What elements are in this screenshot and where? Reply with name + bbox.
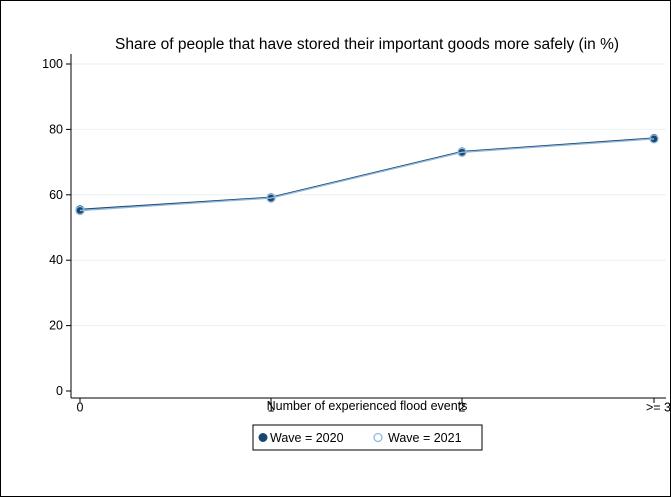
x-tick-label: 1 xyxy=(268,401,275,415)
x-axis-label: Number of experienced flood events xyxy=(267,399,468,413)
y-tick-label: 80 xyxy=(49,122,63,136)
legend-marker-wave-2020 xyxy=(258,433,268,442)
series-wave-2021-point xyxy=(75,205,85,216)
series-wave-2021-point xyxy=(457,147,467,157)
grid-lines xyxy=(71,63,666,327)
legend-label-wave-2020: Wave = 2020 xyxy=(270,431,344,445)
series-wave-2021-point xyxy=(266,193,276,203)
legend-box xyxy=(252,424,483,451)
series-wave-2021-line xyxy=(79,138,655,212)
series-wave-2020-line xyxy=(79,137,655,211)
y-tick-label: 100 xyxy=(42,57,63,71)
x-tick-label: >= 3 xyxy=(646,401,671,415)
legend: Wave = 2020 Wave = 2021 xyxy=(252,424,483,451)
legend-label-wave-2021: Wave = 2021 xyxy=(388,431,462,445)
series-wave-2021-point xyxy=(649,134,659,144)
y-tick-label: 20 xyxy=(49,319,63,333)
chart-title: Share of people that have stored their i… xyxy=(115,36,619,53)
y-tick-label: 40 xyxy=(49,253,63,267)
x-tick-label: 2 xyxy=(459,401,466,415)
x-axis-ticks: 0 1 2 >= 3 xyxy=(77,398,671,415)
x-tick-label: 0 xyxy=(77,401,84,415)
legend-marker-wave-2021 xyxy=(373,432,383,443)
y-tick-label: 0 xyxy=(56,384,63,398)
y-axis-ticks: 0 20 40 60 80 100 xyxy=(42,57,71,398)
series-layer xyxy=(75,133,659,216)
y-tick-label: 60 xyxy=(49,188,63,202)
